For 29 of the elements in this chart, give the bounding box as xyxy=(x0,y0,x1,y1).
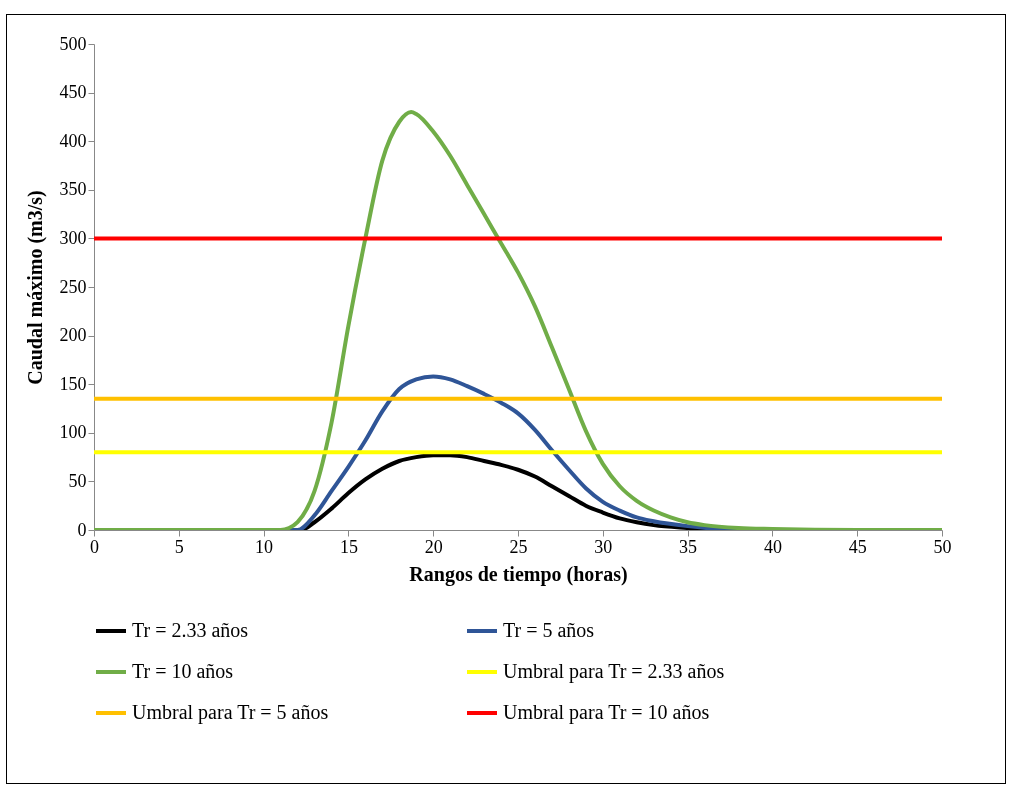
x-tick-label: 15 xyxy=(339,536,358,557)
legend-label: Umbral para Tr = 5 años xyxy=(132,701,329,724)
y-tick-label: 400 xyxy=(59,130,87,151)
legend-label: Tr = 10 años xyxy=(132,660,234,682)
y-tick-label: 0 xyxy=(77,519,87,540)
y-tick-label: 500 xyxy=(59,33,87,54)
x-tick-label: 30 xyxy=(594,536,613,557)
legend-label: Umbral para Tr = 2.33 años xyxy=(503,660,725,683)
y-tick-label: 50 xyxy=(68,470,87,491)
x-tick-label: 35 xyxy=(679,536,698,557)
y-axis-title: Caudal máximo (m3/s) xyxy=(23,190,47,385)
x-tick-label: 5 xyxy=(174,536,184,557)
y-tick-label: 150 xyxy=(59,373,87,394)
legend-label: Tr = 5 años xyxy=(503,619,595,641)
x-axis-title: Rangos de tiempo (horas) xyxy=(409,562,628,586)
y-tick-label: 300 xyxy=(59,227,87,248)
x-tick-label: 20 xyxy=(424,536,443,557)
x-tick-label: 25 xyxy=(509,536,528,557)
y-tick-label: 100 xyxy=(59,422,87,443)
legend-label: Umbral para Tr = 10 años xyxy=(503,701,710,724)
legend-label: Tr = 2.33 años xyxy=(132,619,249,641)
x-tick-label: 50 xyxy=(933,536,952,557)
x-tick-label: 40 xyxy=(763,536,782,557)
x-tick-label: 10 xyxy=(255,536,274,557)
y-tick-label: 450 xyxy=(59,82,87,103)
x-tick-label: 45 xyxy=(848,536,867,557)
y-tick-label: 200 xyxy=(59,325,87,346)
y-tick-label: 350 xyxy=(59,179,87,200)
y-tick-label: 250 xyxy=(59,276,87,297)
